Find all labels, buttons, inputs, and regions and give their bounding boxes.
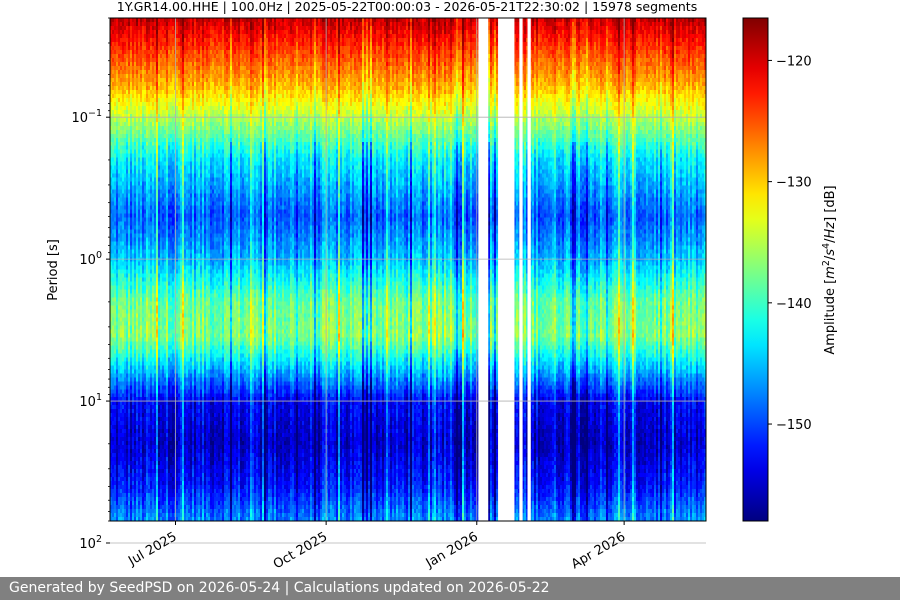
footer-bar: Generated by SeedPSD on 2026-05-24 | Cal… <box>0 577 900 600</box>
data-gap <box>519 18 523 521</box>
plot-frame <box>109 17 707 522</box>
x-tick-label: Oct 2025 <box>271 529 330 572</box>
data-gap <box>498 18 515 521</box>
colorbar-tick-label: −120 <box>776 54 812 69</box>
y-tick-label: 101 <box>79 392 102 410</box>
y-tick-label: 102 <box>79 534 102 552</box>
psd-heatmap <box>110 18 706 521</box>
x-tick-label: Jan 2026 <box>423 529 481 571</box>
heatmap-image <box>110 18 706 521</box>
grid-lines <box>110 18 706 544</box>
colorbar-label: Amplitude [m2/s4/Hz] [dB] <box>821 185 838 354</box>
y-tick-label: 10−1 <box>71 108 102 126</box>
chart-title: 1Y.GR14.00.HHE | 100.0Hz | 2025-05-22T00… <box>117 0 697 14</box>
y-axis-label: Period [s] <box>46 239 61 301</box>
colorbar: −120 −130 −140 −150 <box>742 17 812 522</box>
y-axis: 10−1 100 101 102 <box>71 17 110 552</box>
data-gap <box>478 18 489 521</box>
data-gaps <box>478 18 531 521</box>
x-tick-label: Apr 2026 <box>569 529 628 572</box>
x-tick-label: Jul 2025 <box>125 529 179 569</box>
colorbar-tick-label: −130 <box>776 176 812 191</box>
data-gap <box>527 18 531 521</box>
colorbar-tick-label: −150 <box>776 418 812 433</box>
psd-chart: 10−1 100 101 102 Jul 2025 Oct 2025 Jan 2026 Ap… <box>46 0 838 572</box>
colorbar-tick-label: −140 <box>776 297 812 312</box>
colorbar-gradient <box>742 17 769 522</box>
y-tick-label: 100 <box>79 250 102 268</box>
x-axis: Jul 2025 Oct 2025 Jan 2026 Apr 2026 <box>125 521 628 572</box>
